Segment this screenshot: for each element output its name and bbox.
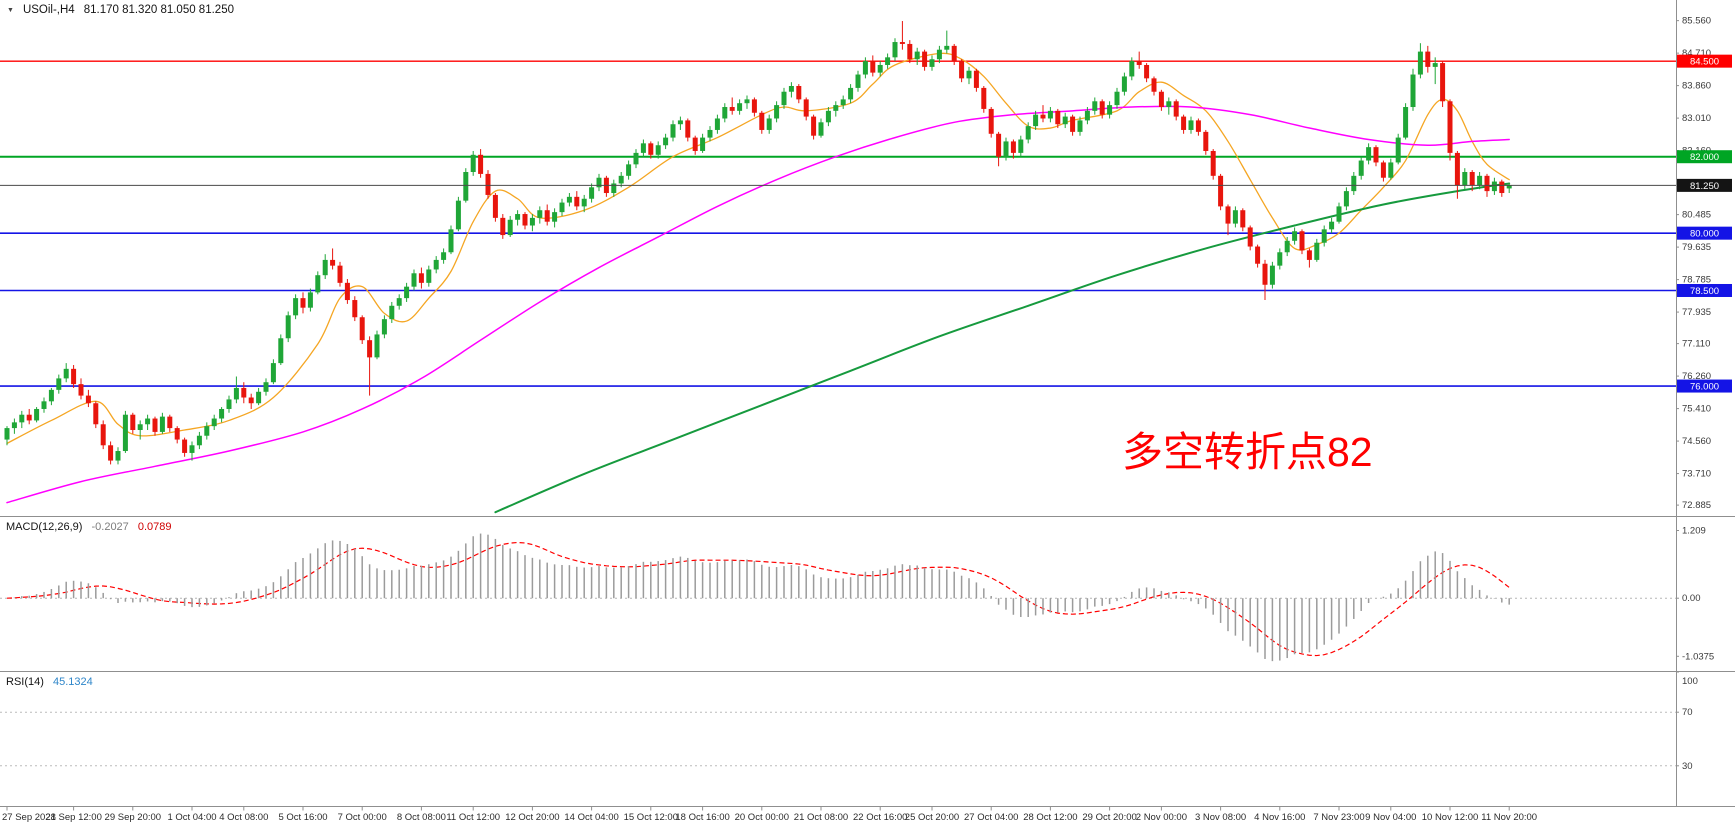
macd-panel: 1.209 0.00 -1.0375 <box>0 525 1714 662</box>
time-axis-label: 14 Oct 04:00 <box>564 812 619 823</box>
price-tag: 84.500 <box>1677 54 1732 68</box>
svg-text:30: 30 <box>1682 761 1693 772</box>
price-tag: 80.000 <box>1677 226 1732 240</box>
time-axis-label: 4 Nov 16:00 <box>1254 812 1306 823</box>
chart-ohlc-values: 81.170 81.320 81.050 81.250 <box>83 4 234 16</box>
time-axis-label: 7 Oct 00:00 <box>337 812 387 823</box>
time-axis-label: 9 Nov 04:00 <box>1365 812 1417 823</box>
moving-average-lines <box>6 52 1511 514</box>
time-axis-label: 22 Oct 16:00 <box>852 812 908 823</box>
svg-text:78.500: 78.500 <box>1690 286 1719 297</box>
macd-signal-line <box>6 541 1510 657</box>
time-axis-label: 27 Oct 04:00 <box>963 812 1019 823</box>
svg-text:81.250: 81.250 <box>1690 181 1719 192</box>
time-axis-label: 11 Nov 20:00 <box>1481 812 1538 823</box>
time-axis-label: 25 Oct 20:00 <box>904 812 960 823</box>
svg-text:76.000: 76.000 <box>1690 382 1719 393</box>
time-axis-label: 8 Oct 08:00 <box>396 812 446 823</box>
chart-title: ▼ USOil-,H4 81.170 81.320 81.050 81.250 <box>7 4 234 16</box>
macd-name: MACD(12,26,9) <box>6 521 83 533</box>
rsi-panel: 100 70 30 <box>0 672 1698 772</box>
macd-value-main: -0.2027 <box>91 521 129 533</box>
time-axis-label: 4 Oct 08:00 <box>219 812 269 823</box>
macd-histogram <box>13 533 1510 662</box>
time-axis-label: 10 Nov 12:00 <box>1421 812 1479 823</box>
macd-indicator-label: MACD(12,26,9) -0.2027 0.0789 <box>6 521 178 533</box>
ma-fast <box>6 52 1510 445</box>
time-axis-label: 29 Sep 20:00 <box>104 812 162 823</box>
price-tag: 76.000 <box>1677 379 1732 393</box>
chart-dropdown-icon[interactable]: ▼ <box>7 6 14 14</box>
macd-value-signal: 0.0789 <box>137 521 172 533</box>
chart-annotation: 多空转折点82 <box>1122 429 1373 475</box>
time-axis-label: 1 Oct 04:00 <box>167 812 217 823</box>
price-axis[interactable] <box>1676 0 1735 806</box>
svg-text:70: 70 <box>1682 707 1693 718</box>
svg-text:0.00: 0.00 <box>1682 593 1701 604</box>
ma-slow <box>494 182 1511 514</box>
rsi-value: 45.1324 <box>52 676 93 688</box>
svg-text:82.000: 82.000 <box>1690 152 1719 163</box>
svg-text:84.500: 84.500 <box>1690 57 1719 68</box>
rsi-indicator-label: RSI(14) 45.1324 <box>6 676 99 688</box>
time-axis-label: 27 Sep 2021 <box>2 812 56 823</box>
svg-text:78.785: 78.785 <box>1682 275 1711 286</box>
time-axis-label: 15 Oct 12:00 <box>623 812 678 823</box>
price-tag: 78.500 <box>1677 283 1732 297</box>
svg-text:77.935: 77.935 <box>1682 307 1711 318</box>
svg-text:72.885: 72.885 <box>1682 500 1711 511</box>
price-tag: 81.250 <box>1677 178 1732 192</box>
svg-text:80.000: 80.000 <box>1690 229 1719 240</box>
time-axis-label: 2 Nov 00:00 <box>1135 812 1188 823</box>
svg-text:85.560: 85.560 <box>1682 16 1711 27</box>
candlestick-series <box>4 21 1512 465</box>
time-axis-label: 11 Oct 12:00 <box>446 812 501 823</box>
time-axis-label: 18 Oct 16:00 <box>675 812 730 823</box>
time-axis-label: 5 Oct 16:00 <box>278 812 328 823</box>
time-axis-label: 21 Oct 08:00 <box>793 812 849 823</box>
svg-text:75.410: 75.410 <box>1682 404 1711 415</box>
svg-text:1.209: 1.209 <box>1682 525 1706 536</box>
svg-text:76.260: 76.260 <box>1682 371 1711 382</box>
svg-text:-1.0375: -1.0375 <box>1682 651 1714 662</box>
time-axis-label: 28 Sep 12:00 <box>45 812 102 823</box>
time-axis[interactable]: 27 Sep 2021 28 Sep 12:00 29 Sep 20:00 1 Oct… <box>0 807 1735 836</box>
chart-symbol-label: USOil-,H4 <box>22 4 75 16</box>
rsi-name: RSI(14) <box>6 676 44 688</box>
ma-mid <box>6 105 1510 504</box>
svg-text:83.860: 83.860 <box>1682 81 1711 92</box>
svg-text:77.110: 77.110 <box>1682 339 1710 350</box>
svg-text:79.635: 79.635 <box>1682 242 1711 253</box>
svg-text:100: 100 <box>1682 676 1698 687</box>
time-axis-label: 28 Oct 12:00 <box>1023 812 1078 823</box>
svg-text:84.710: 84.710 <box>1682 48 1711 59</box>
panel-borders <box>0 0 1735 807</box>
time-axis-ticks <box>6 806 1510 811</box>
svg-text:73.710: 73.710 <box>1682 469 1711 480</box>
time-axis-label: 7 Nov 23:00 <box>1313 812 1365 823</box>
time-axis-label: 20 Oct 00:00 <box>734 812 789 823</box>
price-tag: 82.000 <box>1677 150 1732 164</box>
time-axis-label: 3 Nov 08:00 <box>1194 812 1247 823</box>
svg-text:74.560: 74.560 <box>1682 436 1711 447</box>
time-axis-label: 12 Oct 20:00 <box>505 812 560 823</box>
svg-text:83.010: 83.010 <box>1682 113 1711 124</box>
time-axis-label: 29 Oct 20:00 <box>1082 812 1137 823</box>
svg-text:80.485: 80.485 <box>1682 210 1711 221</box>
